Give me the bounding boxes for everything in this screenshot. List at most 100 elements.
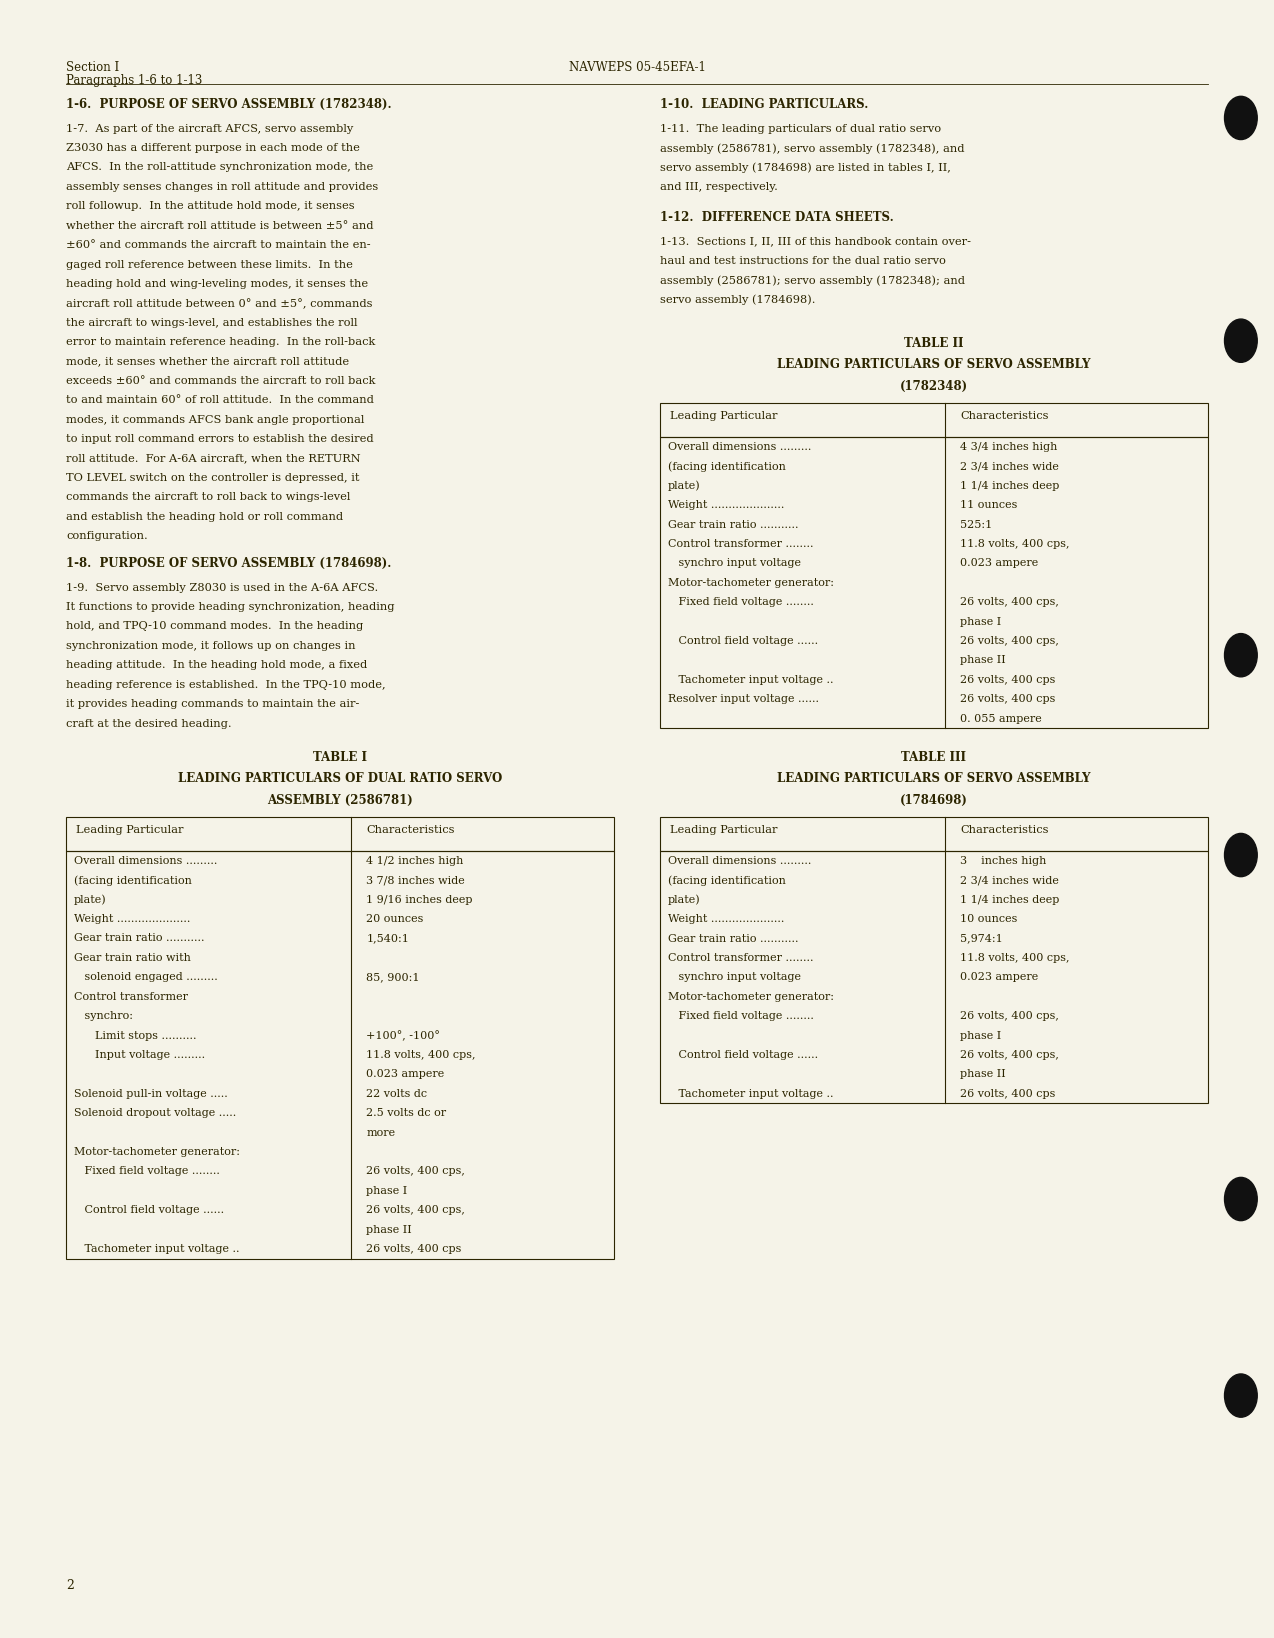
Text: 26 volts, 400 cps,: 26 volts, 400 cps, — [367, 1206, 465, 1215]
Bar — [660, 817, 1208, 852]
Text: 11.8 volts, 400 cps,: 11.8 volts, 400 cps, — [961, 953, 1070, 963]
Text: ASSEMBLY (2586781): ASSEMBLY (2586781) — [268, 794, 413, 806]
Text: mode, it senses whether the aircraft roll attitude: mode, it senses whether the aircraft rol… — [66, 357, 349, 367]
Text: exceeds ±60° and commands the aircraft to roll back: exceeds ±60° and commands the aircraft t… — [66, 377, 376, 387]
Text: Tachometer input voltage ..: Tachometer input voltage .. — [668, 675, 833, 685]
Text: to input roll command errors to establish the desired: to input roll command errors to establis… — [66, 434, 373, 444]
Text: Leading Particular: Leading Particular — [670, 411, 777, 421]
Text: 26 volts, 400 cps,: 26 volts, 400 cps, — [961, 636, 1059, 645]
Text: assembly senses changes in roll attitude and provides: assembly senses changes in roll attitude… — [66, 182, 378, 192]
Text: Weight .....................: Weight ..................... — [668, 914, 784, 924]
Text: 2: 2 — [66, 1579, 74, 1592]
Bar — [660, 403, 1208, 437]
Text: Gear train ratio with: Gear train ratio with — [74, 953, 191, 963]
Text: Control transformer ........: Control transformer ........ — [668, 953, 813, 963]
Text: (facing identification: (facing identification — [668, 875, 786, 886]
Text: synchro input voltage: synchro input voltage — [668, 973, 800, 983]
Text: 1 1/4 inches deep: 1 1/4 inches deep — [961, 894, 1060, 904]
Text: Control transformer ........: Control transformer ........ — [668, 539, 813, 549]
Text: Motor-tachometer generator:: Motor-tachometer generator: — [74, 1147, 240, 1156]
Text: TABLE II: TABLE II — [905, 337, 963, 351]
Text: (1784698): (1784698) — [899, 794, 968, 806]
Text: hold, and TPQ-10 command modes.  In the heading: hold, and TPQ-10 command modes. In the h… — [66, 621, 363, 632]
Text: 1-6.  PURPOSE OF SERVO ASSEMBLY (1782348).: 1-6. PURPOSE OF SERVO ASSEMBLY (1782348)… — [66, 98, 392, 111]
Text: Leading Particular: Leading Particular — [670, 826, 777, 835]
Text: LEADING PARTICULARS OF SERVO ASSEMBLY: LEADING PARTICULARS OF SERVO ASSEMBLY — [777, 773, 1091, 785]
Text: Weight .....................: Weight ..................... — [668, 500, 784, 509]
Text: 525:1: 525:1 — [961, 519, 992, 529]
Ellipse shape — [1224, 1374, 1257, 1417]
Text: LEADING PARTICULARS OF DUAL RATIO SERVO: LEADING PARTICULARS OF DUAL RATIO SERVO — [178, 773, 502, 785]
Ellipse shape — [1224, 97, 1257, 139]
Text: phase I: phase I — [961, 616, 1001, 627]
Text: Overall dimensions .........: Overall dimensions ......... — [668, 442, 812, 452]
Text: and III, respectively.: and III, respectively. — [660, 182, 778, 192]
Text: synchro input voltage: synchro input voltage — [668, 559, 800, 568]
Text: 26 volts, 400 cps: 26 volts, 400 cps — [961, 695, 1055, 704]
Text: more: more — [367, 1127, 395, 1138]
Text: 2 3/4 inches wide: 2 3/4 inches wide — [961, 462, 1059, 472]
Text: 1-9.  Servo assembly Z8030 is used in the A-6A AFCS.: 1-9. Servo assembly Z8030 is used in the… — [66, 583, 378, 593]
Text: 26 volts, 400 cps,: 26 volts, 400 cps, — [961, 1011, 1059, 1020]
Text: phase I: phase I — [961, 1030, 1001, 1040]
Text: 4 1/2 inches high: 4 1/2 inches high — [367, 857, 464, 867]
Text: to and maintain 60° of roll attitude.  In the command: to and maintain 60° of roll attitude. In… — [66, 395, 375, 406]
Text: haul and test instructions for the dual ratio servo: haul and test instructions for the dual … — [660, 256, 945, 265]
Text: Solenoid dropout voltage .....: Solenoid dropout voltage ..... — [74, 1109, 236, 1119]
Text: Fixed field voltage ........: Fixed field voltage ........ — [668, 598, 814, 608]
Text: 22 volts dc: 22 volts dc — [367, 1089, 428, 1099]
Text: roll followup.  In the attitude hold mode, it senses: roll followup. In the attitude hold mode… — [66, 201, 355, 211]
Text: Fixed field voltage ........: Fixed field voltage ........ — [74, 1166, 220, 1176]
Text: Weight .....................: Weight ..................... — [74, 914, 190, 924]
Text: Tachometer input voltage ..: Tachometer input voltage .. — [74, 1245, 240, 1255]
Text: 1-8.  PURPOSE OF SERVO ASSEMBLY (1784698).: 1-8. PURPOSE OF SERVO ASSEMBLY (1784698)… — [66, 557, 391, 570]
Text: synchro:: synchro: — [74, 1011, 132, 1020]
Text: Gear train ratio ...........: Gear train ratio ........... — [668, 519, 798, 529]
Text: TABLE I: TABLE I — [313, 752, 367, 763]
Text: 11 ounces: 11 ounces — [961, 500, 1018, 509]
Text: 1 9/16 inches deep: 1 9/16 inches deep — [367, 894, 473, 904]
Text: error to maintain reference heading.  In the roll-back: error to maintain reference heading. In … — [66, 337, 376, 347]
Text: 11.8 volts, 400 cps,: 11.8 volts, 400 cps, — [367, 1050, 476, 1060]
Text: phase II: phase II — [961, 655, 1006, 665]
Text: Gear train ratio ...........: Gear train ratio ........... — [74, 934, 204, 943]
Text: Input voltage .........: Input voltage ......... — [74, 1050, 205, 1060]
Text: commands the aircraft to roll back to wings-level: commands the aircraft to roll back to wi… — [66, 493, 350, 503]
Text: plate): plate) — [668, 482, 701, 491]
Text: Characteristics: Characteristics — [961, 826, 1049, 835]
Text: Limit stops ..........: Limit stops .......... — [74, 1030, 196, 1040]
Text: 5,974:1: 5,974:1 — [961, 934, 1003, 943]
Text: plate): plate) — [74, 894, 107, 906]
Text: 1-12.  DIFFERENCE DATA SHEETS.: 1-12. DIFFERENCE DATA SHEETS. — [660, 211, 893, 224]
Text: Resolver input voltage ......: Resolver input voltage ...... — [668, 695, 819, 704]
Text: Characteristics: Characteristics — [367, 826, 455, 835]
Text: 26 volts, 400 cps: 26 volts, 400 cps — [367, 1245, 461, 1255]
Text: NAVWEPS 05-45EFA-1: NAVWEPS 05-45EFA-1 — [568, 61, 706, 74]
Text: 26 volts, 400 cps,: 26 volts, 400 cps, — [961, 1050, 1059, 1060]
Text: and establish the heading hold or roll command: and establish the heading hold or roll c… — [66, 513, 344, 523]
Text: 0. 055 ampere: 0. 055 ampere — [961, 714, 1042, 724]
Text: craft at the desired heading.: craft at the desired heading. — [66, 719, 232, 729]
Text: It functions to provide heading synchronization, heading: It functions to provide heading synchron… — [66, 603, 395, 613]
Text: 3    inches high: 3 inches high — [961, 857, 1046, 867]
Text: TO LEVEL switch on the controller is depressed, it: TO LEVEL switch on the controller is dep… — [66, 473, 359, 483]
Text: 26 volts, 400 cps: 26 volts, 400 cps — [961, 675, 1055, 685]
Text: Paragraphs 1-6 to 1-13: Paragraphs 1-6 to 1-13 — [66, 74, 203, 87]
Text: TABLE III: TABLE III — [901, 752, 967, 763]
Text: servo assembly (1784698).: servo assembly (1784698). — [660, 295, 815, 305]
Text: phase I: phase I — [367, 1186, 408, 1196]
Text: Control field voltage ......: Control field voltage ...... — [74, 1206, 224, 1215]
Text: 26 volts, 400 cps: 26 volts, 400 cps — [961, 1089, 1055, 1099]
Text: 11.8 volts, 400 cps,: 11.8 volts, 400 cps, — [961, 539, 1070, 549]
Text: it provides heading commands to maintain the air-: it provides heading commands to maintain… — [66, 699, 359, 709]
Text: Fixed field voltage ........: Fixed field voltage ........ — [668, 1011, 814, 1020]
Text: 0.023 ampere: 0.023 ampere — [961, 973, 1038, 983]
Bar — [66, 852, 614, 1258]
Text: 20 ounces: 20 ounces — [367, 914, 424, 924]
Text: 2 3/4 inches wide: 2 3/4 inches wide — [961, 875, 1059, 886]
Ellipse shape — [1224, 319, 1257, 362]
Text: solenoid engaged .........: solenoid engaged ......... — [74, 973, 218, 983]
Text: 1-10.  LEADING PARTICULARS.: 1-10. LEADING PARTICULARS. — [660, 98, 869, 111]
Text: Tachometer input voltage ..: Tachometer input voltage .. — [668, 1089, 833, 1099]
Text: (facing identification: (facing identification — [74, 875, 192, 886]
